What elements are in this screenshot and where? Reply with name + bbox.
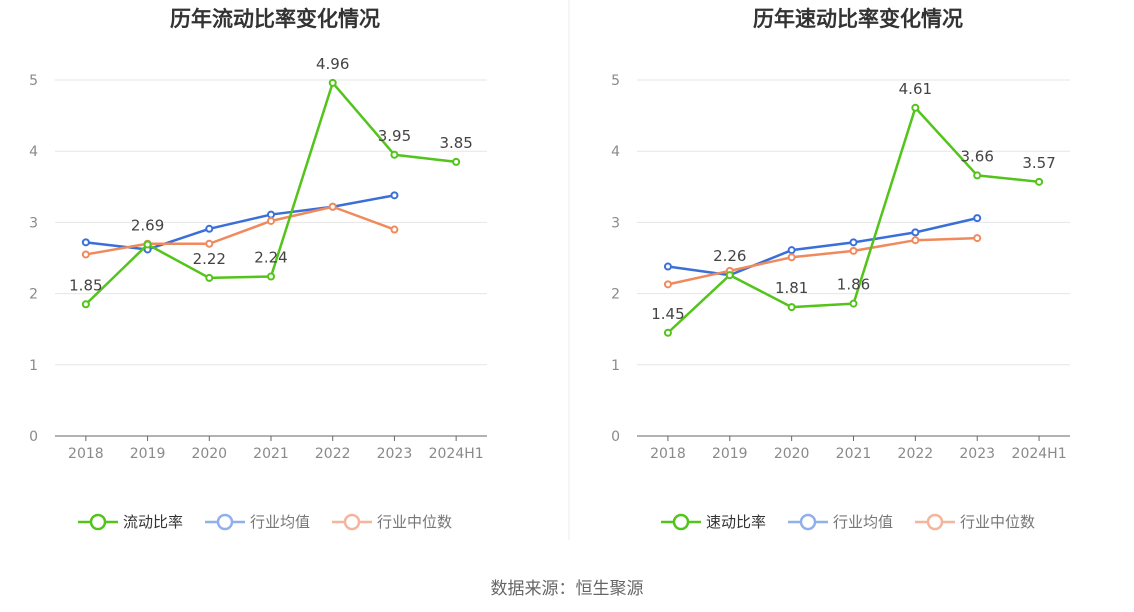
x-tick-label: 2018 <box>68 446 104 462</box>
data-label: 3.66 <box>961 147 994 165</box>
y-tick-label: 3 <box>29 215 38 231</box>
y-tick-label: 1 <box>611 358 620 374</box>
chart-title-2: 历年速动比率变化情况 <box>753 7 963 31</box>
data-point <box>849 299 858 308</box>
data-point <box>205 239 214 248</box>
data-point <box>1035 177 1044 186</box>
data-point <box>849 246 858 255</box>
chart-title-1: 历年流动比率变化情况 <box>170 7 380 31</box>
data-point <box>81 300 90 309</box>
data-label: 2.69 <box>131 216 164 234</box>
data-point <box>205 224 214 233</box>
series-line <box>667 106 1040 334</box>
data-label: 4.61 <box>899 80 932 98</box>
data-label: 3.95 <box>378 127 411 145</box>
y-tick-label: 1 <box>29 358 38 374</box>
legend-label: 速动比率 <box>706 513 766 531</box>
x-tick-label: 2020 <box>774 446 810 462</box>
legend-label: 行业均值 <box>833 513 893 531</box>
data-point <box>267 272 275 281</box>
data-point <box>663 328 672 337</box>
y-tick-label: 4 <box>611 144 620 160</box>
data-point <box>725 271 734 280</box>
data-point <box>452 157 461 166</box>
y-tick-label: 2 <box>29 287 38 303</box>
y-tick-label: 5 <box>611 73 620 89</box>
data-point <box>787 246 796 255</box>
data-point <box>81 238 90 247</box>
data-label: 1.85 <box>69 276 102 294</box>
data-label: 1.45 <box>651 305 684 323</box>
data-point <box>143 240 152 249</box>
legend-label: 行业中位数 <box>377 513 452 531</box>
data-point <box>267 210 275 219</box>
x-tick-label: 2024H1 <box>1012 446 1067 462</box>
legend-marker <box>89 513 107 531</box>
legend-marker <box>799 513 817 531</box>
data-point <box>390 150 399 159</box>
data-point <box>973 171 982 180</box>
data-point <box>911 236 920 245</box>
data-point <box>973 214 982 223</box>
data-point <box>663 262 672 271</box>
data-point <box>787 253 796 262</box>
data-point <box>267 216 275 225</box>
legend-marker <box>926 513 944 531</box>
legend-label: 行业中位数 <box>960 513 1035 531</box>
data-point <box>390 225 399 234</box>
legend-label: 行业均值 <box>250 513 310 531</box>
series-line <box>84 81 457 306</box>
x-tick-label: 2022 <box>898 446 934 462</box>
data-point <box>911 103 920 112</box>
data-source-text: 数据来源：恒生聚源 <box>490 579 644 599</box>
x-tick-label: 2024H1 <box>429 446 484 462</box>
data-label: 2.22 <box>193 250 226 268</box>
data-point <box>849 238 858 247</box>
y-tick-label: 0 <box>611 429 620 445</box>
legend-marker <box>216 513 234 531</box>
data-point <box>328 78 337 87</box>
series-line <box>85 205 395 256</box>
data-label: 1.86 <box>837 276 870 294</box>
data-label: 3.85 <box>439 134 472 152</box>
data-point <box>663 280 672 289</box>
series-line <box>85 194 395 251</box>
x-tick-label: 2019 <box>712 446 748 462</box>
legend-label: 流动比率 <box>123 513 183 531</box>
legend-marker <box>343 513 361 531</box>
y-tick-label: 5 <box>29 73 38 89</box>
x-tick-label: 2020 <box>191 446 227 462</box>
y-tick-label: 4 <box>29 144 38 160</box>
x-tick-label: 2023 <box>959 446 995 462</box>
x-tick-label: 2022 <box>315 446 351 462</box>
data-label: 2.24 <box>254 249 287 267</box>
data-point <box>390 191 399 200</box>
y-tick-label: 3 <box>611 215 620 231</box>
x-tick-label: 2021 <box>253 446 289 462</box>
x-tick-label: 2021 <box>836 446 872 462</box>
data-point <box>205 273 214 282</box>
data-point <box>81 250 90 259</box>
data-point <box>328 202 337 211</box>
x-tick-label: 2019 <box>130 446 166 462</box>
y-tick-label: 0 <box>29 429 38 445</box>
data-point <box>911 228 920 237</box>
y-tick-label: 2 <box>611 287 620 303</box>
data-label: 3.57 <box>1022 154 1055 172</box>
data-label: 1.81 <box>775 279 808 297</box>
x-tick-label: 2023 <box>377 446 413 462</box>
data-label: 2.26 <box>713 247 746 265</box>
data-point <box>973 234 982 243</box>
series-line <box>667 236 978 286</box>
legend-marker <box>672 513 690 531</box>
x-tick-label: 2018 <box>650 446 686 462</box>
data-label: 4.96 <box>316 55 349 73</box>
data-point <box>787 303 796 312</box>
